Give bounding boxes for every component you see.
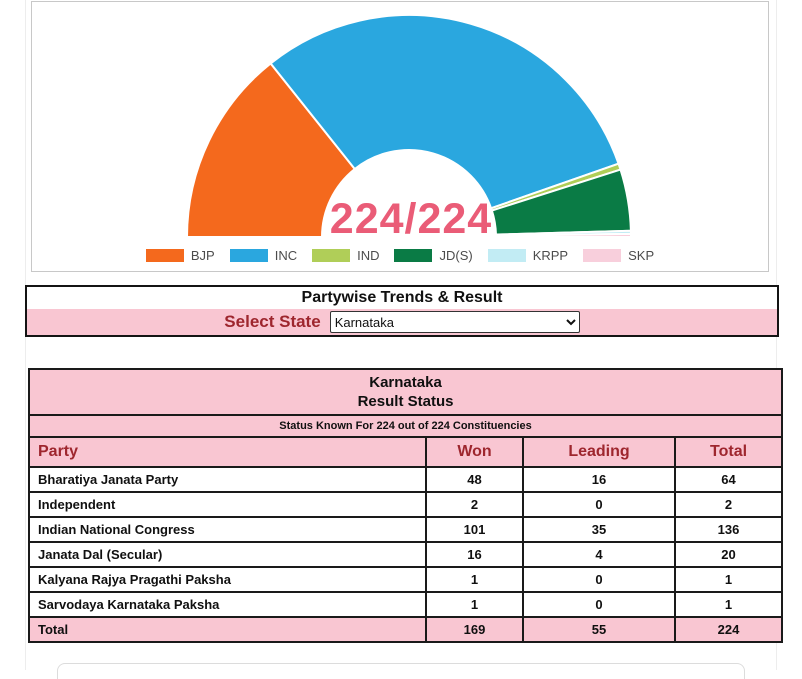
leading-cell: 4 <box>522 541 676 568</box>
column-header-row: Party Won Leading Total <box>28 436 784 468</box>
legend-item-krpp: KRPP <box>487 248 569 263</box>
status-row: Status Known For 224 out of 224 Constitu… <box>27 414 784 438</box>
legend-label-skp: SKP <box>628 248 655 263</box>
won-cell: 101 <box>425 516 524 543</box>
legend-swatch-jds <box>394 249 433 262</box>
leading-cell: 16 <box>522 466 676 493</box>
total-cell: 64 <box>673 466 784 493</box>
legend-swatch-krpp <box>487 249 526 262</box>
leading-cell: 0 <box>522 491 676 518</box>
table-title-row: Karnataka Result Status <box>27 368 784 416</box>
legend-label-ind: IND <box>357 248 380 263</box>
status-line: Status Known For 224 out of 224 Constitu… <box>27 414 784 438</box>
legend-swatch-skp <box>583 249 622 262</box>
total-cell: 1 <box>673 591 784 618</box>
total-cell: 224 <box>673 616 784 643</box>
donut-segment-skp <box>494 232 633 238</box>
legend-item-bjp: BJP <box>145 248 215 263</box>
total-cell: 136 <box>673 516 784 543</box>
legend-item-inc: INC <box>229 248 298 263</box>
seats-declared-label: 224/224 <box>330 195 492 243</box>
total-cell: 20 <box>673 541 784 568</box>
donut-segment-bjp <box>185 62 357 238</box>
legend-item-jds: JD(S) <box>394 248 473 263</box>
won-cell: 2 <box>425 491 524 518</box>
legend-label-krpp: KRPP <box>532 248 569 263</box>
state-select[interactable]: Karnataka <box>329 311 580 333</box>
half-donut-chart: 224/224 <box>185 14 633 243</box>
select-state-row: Select State Karnataka <box>27 309 777 335</box>
chart-legend: BJP INC IND JD(S) KRPP SKP <box>32 248 768 263</box>
column-header-total: Total <box>673 436 784 468</box>
won-cell: 1 <box>425 591 524 618</box>
column-header-party: Party <box>28 436 427 468</box>
column-header-won: Won <box>425 436 524 468</box>
party-name-cell: Total <box>28 616 427 643</box>
partywise-panel: Partywise Trends & Result Select State K… <box>25 285 779 337</box>
legend-item-skp: SKP <box>583 248 654 263</box>
won-cell: 48 <box>425 466 524 493</box>
table-row: Indian National Congress 101 35 136 <box>28 516 784 543</box>
won-cell: 1 <box>425 566 524 593</box>
total-cell: 1 <box>673 566 784 593</box>
leading-cell: 55 <box>522 616 676 643</box>
next-section-stub <box>57 663 745 679</box>
table-row: Janata Dal (Secular) 16 4 20 <box>28 541 784 568</box>
won-cell: 16 <box>425 541 524 568</box>
legend-swatch-bjp <box>145 249 184 262</box>
column-header-leading: Leading <box>522 436 676 468</box>
party-name-cell: Independent <box>28 491 427 518</box>
leading-cell: 0 <box>522 566 676 593</box>
legend-swatch-ind <box>312 249 351 262</box>
table-title-cell: Karnataka Result Status <box>27 368 784 416</box>
partywise-title: Partywise Trends & Result <box>301 289 503 306</box>
legend-item-ind: IND <box>312 248 379 263</box>
legend-swatch-inc <box>229 249 268 262</box>
donut-segment-inc <box>269 14 620 210</box>
total-cell: 2 <box>673 491 784 518</box>
legend-label-inc: INC <box>274 248 298 263</box>
legend-label-bjp: BJP <box>190 248 215 263</box>
select-state-label: Select State <box>224 312 321 331</box>
party-name-cell: Sarvodaya Karnataka Paksha <box>28 591 427 618</box>
party-name-cell: Bharatiya Janata Party <box>28 466 427 493</box>
won-cell: 169 <box>425 616 524 643</box>
trend-chart-panel: 224/224 BJP INC IND JD(S) KRPP SKP <box>31 1 769 272</box>
table-row: Sarvodaya Karnataka Paksha 1 0 1 <box>28 591 784 618</box>
table-title-state: Karnataka <box>369 374 442 391</box>
party-name-cell: Indian National Congress <box>28 516 427 543</box>
party-name-cell: Janata Dal (Secular) <box>28 541 427 568</box>
result-status-table: Karnataka Result Status Status Known For… <box>27 368 784 643</box>
table-total-row: Total 169 55 224 <box>28 616 784 643</box>
table-title-subtitle: Result Status <box>357 393 454 410</box>
legend-label-jds: JD(S) <box>439 248 473 263</box>
table-row: Bharatiya Janata Party 48 16 64 <box>28 466 784 493</box>
leading-cell: 35 <box>522 516 676 543</box>
table-row: Kalyana Rajya Pragathi Paksha 1 0 1 <box>28 566 784 593</box>
table-row: Independent 2 0 2 <box>28 491 784 518</box>
leading-cell: 0 <box>522 591 676 618</box>
party-name-cell: Kalyana Rajya Pragathi Paksha <box>28 566 427 593</box>
